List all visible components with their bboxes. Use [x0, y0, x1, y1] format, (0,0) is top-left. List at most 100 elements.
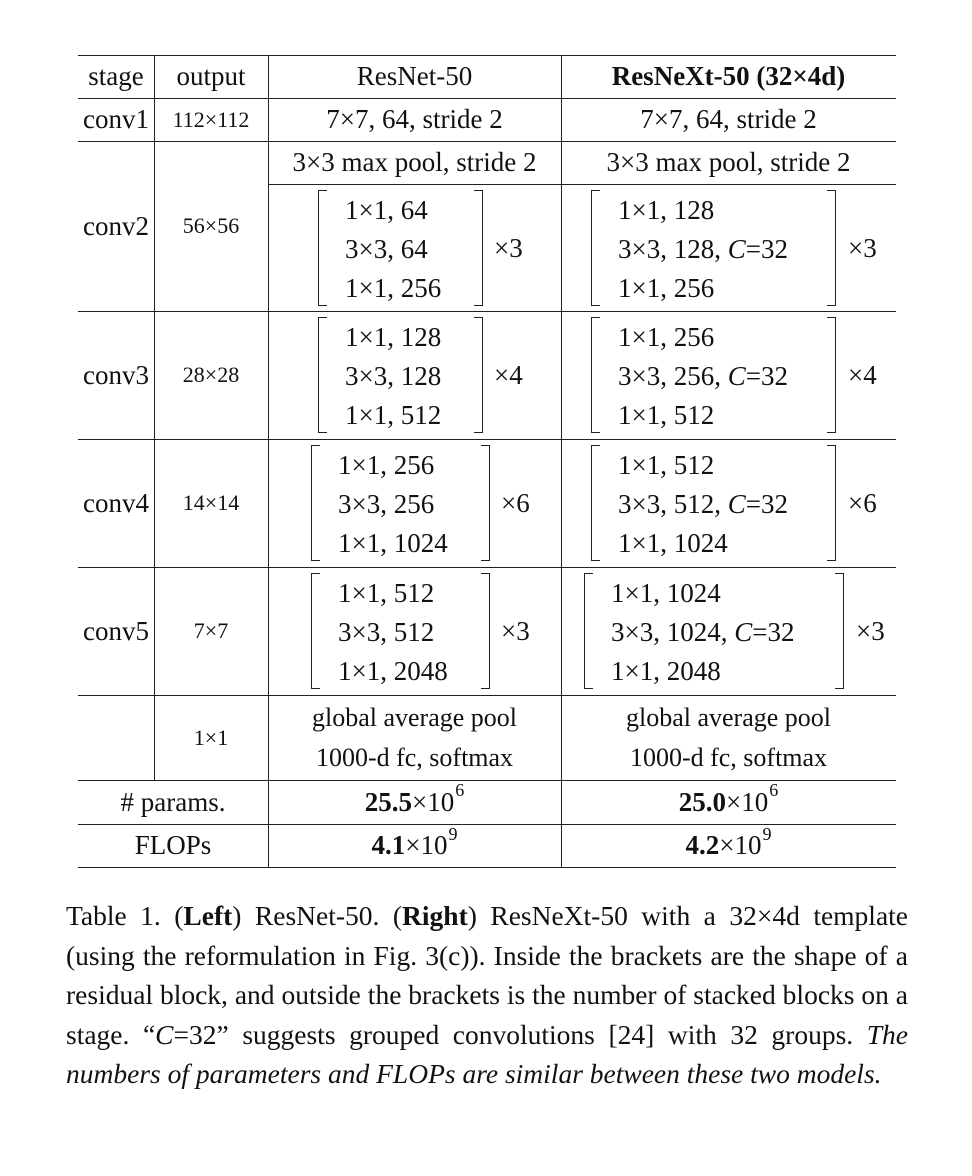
conv5-resnext-block: 1×1, 1024 3×3, 1024, C=32 1×1, 2048 ×3	[584, 567, 894, 695]
bracket-left	[311, 445, 320, 561]
block-multiplier: ×6	[501, 488, 530, 518]
caption-mid2: ) ResNeXt-50 with a 32×4d template (usin…	[66, 900, 908, 1050]
bracket-right	[835, 573, 844, 689]
block-line: 3×3, 128, C=32	[618, 234, 788, 264]
block-multiplier: ×3	[848, 233, 877, 263]
final-line: global average pool	[311, 702, 518, 732]
cardinality-symbol: C	[727, 489, 746, 519]
rule-final	[78, 780, 896, 781]
bracket-right	[827, 190, 836, 306]
bracket-right	[481, 573, 490, 689]
final-line: 1000-d fc, softmax	[315, 742, 514, 772]
bracket-right	[474, 190, 483, 306]
block-line: 1×1, 256	[618, 322, 715, 352]
conv2-output: 56×56	[182, 213, 240, 238]
bracket-left	[591, 317, 600, 433]
conv4-stage: conv4	[83, 487, 149, 518]
caption-mid3: =32” suggests grouped convolutions [24] …	[173, 1018, 867, 1050]
conv2-resnext-block: 1×1, 128 3×3, 128, C=32 1×1, 256 ×3	[591, 184, 891, 312]
bracket-left	[591, 445, 600, 561]
block-line: 1×1, 2048	[338, 656, 448, 686]
conv4-resnet-block: 1×1, 256 3×3, 256 1×1, 1024 ×6	[311, 439, 551, 567]
flops-label: FLOPs	[134, 830, 212, 860]
block-line: 1×1, 512	[618, 400, 715, 430]
conv5-stage: conv5	[83, 615, 149, 646]
block-line: 3×3, 512	[338, 617, 435, 647]
header-stage: stage	[88, 61, 144, 91]
conv4-output: 14×14	[182, 490, 240, 515]
conv3-stage: conv3	[83, 359, 149, 390]
bracket-right	[481, 445, 490, 561]
block-line: 1×1, 256	[618, 273, 715, 303]
block-line: 3×3, 1024, C=32	[611, 617, 795, 647]
rule-top	[78, 55, 896, 56]
caption-mid1: ) ResNet-50. (	[232, 900, 403, 931]
caption-italic: The numbers of parameters and FLOPs are …	[66, 1018, 908, 1090]
header-resnet: ResNet-50	[356, 61, 473, 91]
rule-v-models	[561, 55, 562, 867]
bracket-left	[584, 573, 593, 689]
rule-conv2	[78, 311, 896, 312]
bracket-left	[311, 573, 320, 689]
flops-resnet: 4.1 ×10 9	[268, 824, 561, 867]
value-exponent: 6	[769, 780, 779, 800]
params-resnext: 25.0 ×10 6	[561, 780, 896, 824]
value-mantissa: 4.2	[685, 830, 720, 860]
block-line: 1×1, 1024	[611, 578, 721, 608]
rule-conv3	[78, 439, 896, 440]
final-output: 1×1	[193, 724, 229, 750]
rule-bottom	[78, 867, 896, 868]
block-line: 1×1, 128	[618, 195, 715, 225]
rule-params	[78, 824, 896, 825]
value-exponent: 9	[448, 823, 458, 844]
conv2-stage: conv2	[83, 210, 149, 241]
conv3-resnet-block: 1×1, 128 3×3, 128 1×1, 512 ×4	[318, 311, 538, 439]
value-base: ×10	[726, 786, 769, 817]
conv1-resnext: 7×7, 64, stride 2	[640, 104, 817, 134]
value-mantissa: 25.0	[678, 786, 726, 817]
bracket-left	[318, 317, 327, 433]
bracket-right	[827, 317, 836, 433]
header-resnext: ResNeXt-50 (32×4d)	[611, 61, 846, 91]
rule-conv1	[78, 141, 896, 142]
value-mantissa: 4.1	[371, 830, 406, 860]
rule-header	[78, 98, 896, 99]
bracket-right	[474, 317, 483, 433]
value-base: ×10	[412, 786, 455, 817]
block-line: 1×1, 2048	[611, 656, 721, 686]
final-line: global average pool	[625, 702, 832, 732]
block-line: 3×3, 64	[345, 234, 428, 264]
conv3-resnext-block: 1×1, 256 3×3, 256, C=32 1×1, 512 ×4	[591, 311, 891, 439]
block-multiplier: ×3	[501, 616, 530, 646]
block-multiplier: ×4	[494, 360, 523, 390]
block-line: 1×1, 512	[338, 578, 435, 608]
header-output: output	[176, 61, 246, 91]
rule-conv4	[78, 567, 896, 568]
final-resnet: global average pool 1000-d fc, softmax	[268, 697, 561, 778]
value-base: ×10	[719, 830, 762, 860]
block-multiplier: ×3	[494, 233, 523, 263]
block-line: 1×1, 512	[345, 400, 442, 430]
block-line: 1×1, 64	[345, 195, 428, 225]
block-line: 1×1, 256	[338, 450, 435, 480]
caption-c-symbol: C	[155, 1018, 174, 1050]
conv1-stage: conv1	[83, 104, 149, 134]
bracket-left	[318, 190, 327, 306]
conv1-output: 112×112	[172, 106, 250, 132]
caption-prefix: Table 1. (	[66, 900, 184, 931]
block-line: 1×1, 512	[618, 450, 715, 480]
params-label: # params.	[120, 786, 226, 817]
final-resnext: global average pool 1000-d fc, softmax	[561, 697, 896, 778]
block-line: 1×1, 1024	[338, 528, 448, 558]
value-exponent: 6	[455, 780, 465, 800]
caption-text: Table 1. (Left) ResNet-50. (Right) ResNe…	[66, 896, 908, 1094]
conv3-output: 28×28	[182, 362, 240, 387]
params-resnet: 25.5 ×10 6	[268, 780, 561, 824]
block-line: 1×1, 128	[345, 322, 442, 352]
conv5-resnet-block: 1×1, 512 3×3, 512 1×1, 2048 ×3	[311, 567, 551, 695]
rule-conv5	[78, 695, 896, 696]
rule-v-output	[268, 55, 269, 867]
flops-resnext: 4.2 ×10 9	[561, 824, 896, 867]
conv2-resnet-block: 1×1, 64 3×3, 64 1×1, 256 ×3	[318, 184, 538, 312]
conv4-resnext-block: 1×1, 512 3×3, 512, C=32 1×1, 1024 ×6	[591, 439, 891, 567]
